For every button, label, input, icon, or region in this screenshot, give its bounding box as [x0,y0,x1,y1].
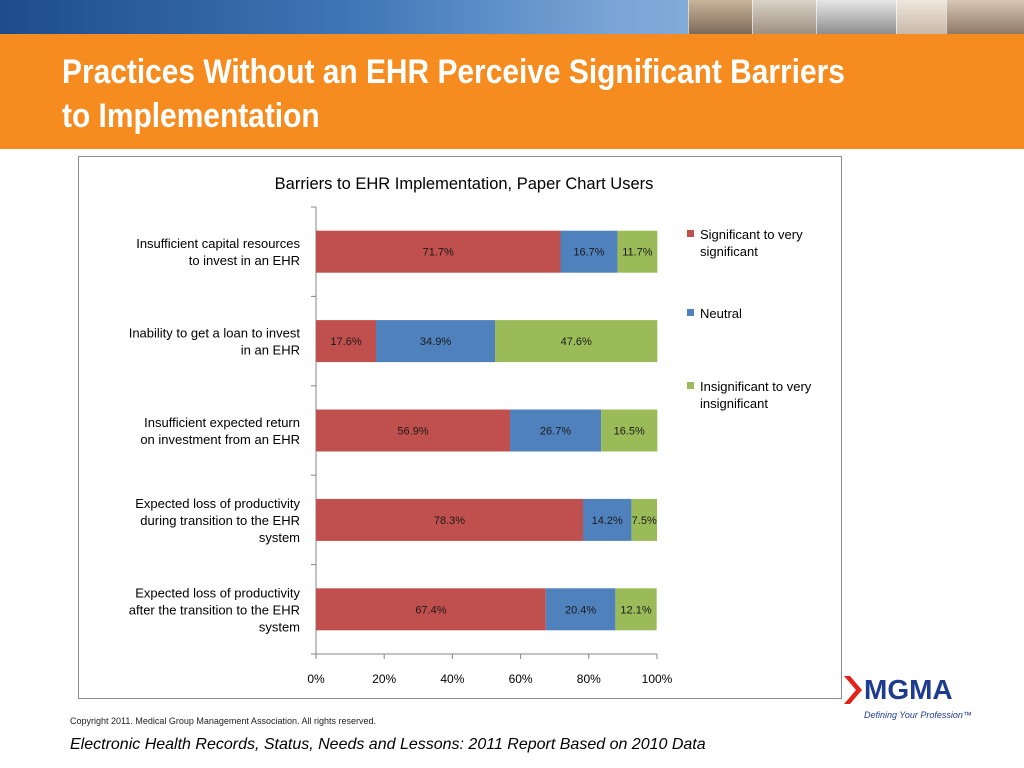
data-label: 26.7% [540,426,571,438]
data-label: 78.3% [434,515,465,527]
category-label: Expected loss of productivity during tran… [135,496,300,545]
bar-segment [615,588,657,631]
category-label-line: Expected loss of productivity [135,585,300,600]
category-label: Expected loss of productivity after the t… [129,585,301,634]
data-label: 47.6% [561,336,592,348]
header-photo-nurse [946,0,1024,34]
category-label-line: Insufficient expected return [144,415,300,430]
x-tick-label: 40% [440,672,464,686]
category-label-line: system [259,619,300,634]
title-band [0,34,1024,149]
category-label-line: system [259,530,300,545]
header-photo-hands [896,0,947,34]
category-label: Inability to get a loan to invest in an E… [129,326,301,358]
header-photo-doctor [688,0,753,34]
mgma-logo: MGMA Defining Your Profession™ [840,664,1000,728]
data-label: 17.6% [330,336,361,348]
legend-swatch [687,230,694,237]
data-label: 67.4% [415,604,446,616]
data-label: 14.2% [592,515,623,527]
bar-segment [631,498,657,541]
bar-segment [316,230,561,273]
legend-label-line: Significant to very [700,227,803,242]
bar-segment [583,498,632,541]
header-photo-strip [0,0,1024,34]
legend-label-line: significant [700,244,758,259]
data-label: 16.5% [614,426,645,438]
category-label-line: Expected loss of productivity [135,496,300,511]
bar-segment [560,230,618,273]
header-photo-patient [752,0,817,34]
legend-label-line: Neutral [700,306,742,321]
header-photo-stethoscope [816,0,897,34]
data-label: 20.4% [565,604,596,616]
data-label: 71.7% [423,247,454,259]
category-label-line: on investment from an EHR [140,432,300,447]
bar-segment [601,409,658,452]
x-tick-label: 20% [372,672,396,686]
x-tick-label: 80% [577,672,601,686]
category-label-line: after the transition to the EHR [129,602,300,617]
x-tick-label: 0% [307,672,325,686]
slide-title: Practices Without an EHR Perceive Signif… [62,53,845,135]
source-citation: Electronic Health Records, Status, Needs… [70,736,706,753]
chart-frame: Barriers to EHR Implementation, Paper Ch… [78,156,842,699]
logo-tagline: Defining Your Profession™ [864,710,972,720]
x-tick-label: 60% [509,672,533,686]
bar-segment [316,498,584,541]
x-tick-label: 100% [642,672,673,686]
mgma-swoosh-icon [844,676,862,704]
data-label: 7.5% [632,515,657,527]
category-label-line: in an EHR [241,343,300,358]
chart-title: Barriers to EHR Implementation, Paper Ch… [275,175,654,193]
category-label-line: Insufficient capital resources [136,236,300,251]
logo-wordmark: MGMA [864,674,953,705]
legend-label: Insignificant to very insignificant [700,379,812,411]
stacked-bar-chart: Barriers to EHR Implementation, Paper Ch… [129,175,812,686]
category-label-line: during transition to the EHR [140,513,300,528]
legend-swatch [687,382,694,389]
legend-label-line: insignificant [700,396,768,411]
bar-segment [510,409,602,452]
legend-label: Significant to very significant [700,227,803,259]
bar-segment [376,320,496,363]
legend-label: Neutral [700,306,742,321]
data-label: 56.9% [397,426,428,438]
category-label: Insufficient expected return on investmen… [140,415,300,447]
category-label-line: to invest in an EHR [189,253,300,268]
copyright-text: Copyright 2011. Medical Group Management… [70,716,376,726]
bar-segment [545,588,616,631]
data-label: 11.7% [622,247,653,259]
data-label: 34.9% [420,336,451,348]
legend-label-line: Insignificant to very [700,379,812,394]
data-label: 12.1% [620,604,651,616]
data-label: 16.7% [573,247,604,259]
legend-swatch [687,309,694,316]
bar-segment [617,230,658,273]
category-label-line: Inability to get a loan to invest [129,326,301,341]
bar-segment [316,588,546,631]
bar-segment [495,320,658,363]
bar-segment [316,320,377,363]
bar-segment [316,409,511,452]
category-label: Insufficient capital resources to invest … [136,236,300,268]
